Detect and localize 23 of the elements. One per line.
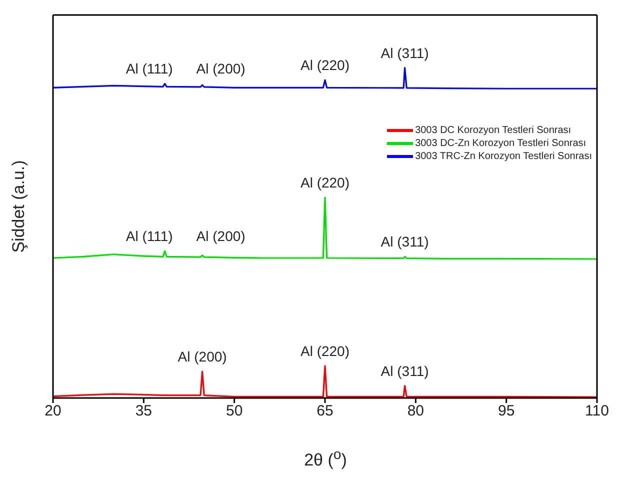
annotation: Al (200) <box>196 228 246 244</box>
annotation: Al (311) <box>380 362 429 379</box>
y-axis-title: Şiddet (a.u.) <box>9 160 28 253</box>
annotation: Al (220) <box>300 57 350 74</box>
annotation: Al (111) <box>126 228 173 244</box>
annotation: Al (200) <box>196 60 246 77</box>
x-tick-label: 20 <box>44 402 62 420</box>
legend-label: 3003 DC Korozyon Testleri Sonrası <box>415 124 572 137</box>
annotation: Al (311) <box>380 234 429 250</box>
x-axis-title: 2θ ($^{o}$) <box>303 446 348 472</box>
annotation: Al (220) <box>300 342 350 359</box>
x-tick-label: 35 <box>135 402 152 420</box>
annotation: Al (111) <box>126 60 173 77</box>
legend-label: 3003 TRC-Zn Korozyon Testleri Sonrası <box>415 150 592 163</box>
x-tick-label: 80 <box>407 402 424 420</box>
x-tick-label: 65 <box>316 402 334 420</box>
annotation: Al (311) <box>380 44 429 61</box>
x-tick-label: 110 <box>585 402 609 420</box>
x-tick-label: 50 <box>226 402 243 420</box>
x-tick-label: 95 <box>498 402 515 420</box>
annotation: Al (220) <box>300 174 350 191</box>
legend-label: 3003 DC-Zn Korozyon Testleri Sonrası <box>415 137 586 150</box>
annotation: Al (200) <box>178 348 227 365</box>
